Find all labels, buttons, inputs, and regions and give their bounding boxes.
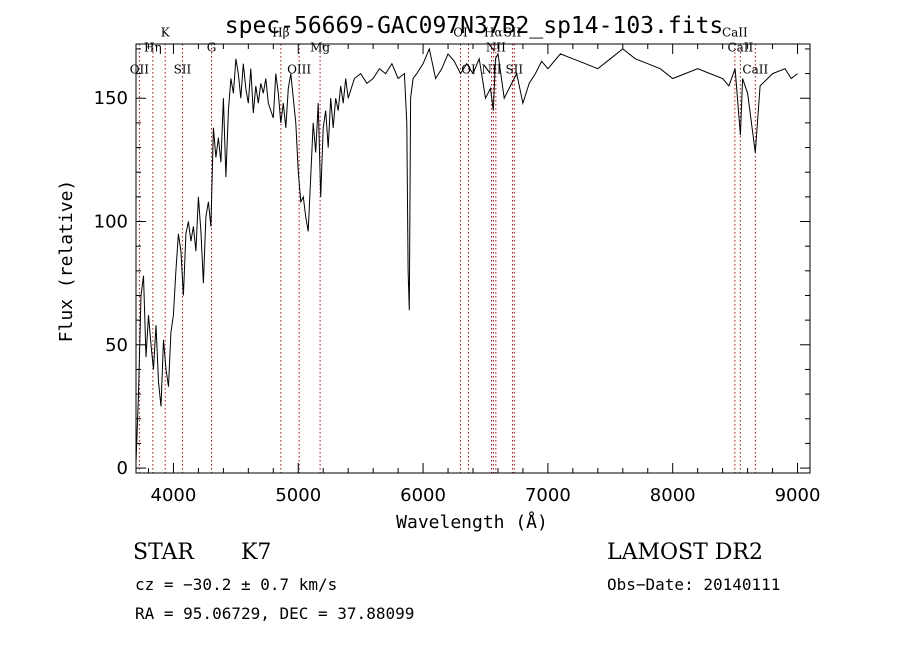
object-class: STAR bbox=[133, 540, 195, 565]
line-marker-label: CaII bbox=[722, 26, 748, 40]
line-marker-label: Hη bbox=[144, 40, 162, 54]
line-marker-label: CaII bbox=[727, 40, 753, 54]
line-marker-label: NII bbox=[481, 63, 501, 77]
line-marker-label: Mg bbox=[310, 40, 330, 54]
x-tick-label: 4000 bbox=[151, 485, 197, 506]
x-tick-label: 5000 bbox=[275, 485, 321, 506]
y-tick-label: 0 bbox=[117, 458, 128, 479]
line-marker-label: SII bbox=[504, 26, 522, 40]
spectrum-line bbox=[135, 47, 798, 464]
line-markers bbox=[138, 44, 756, 473]
coordinates-readout: RA = 95.06729, DEC = 37.88099 bbox=[135, 604, 414, 623]
line-marker-label: OI bbox=[453, 26, 468, 40]
x-tick-label: 6000 bbox=[400, 485, 446, 506]
survey-name: LAMOST DR2 bbox=[607, 540, 763, 565]
line-marker-label: SII bbox=[505, 63, 523, 77]
plot-frame bbox=[135, 43, 811, 474]
line-marker-label: OII bbox=[130, 63, 150, 77]
line-marker-label: K bbox=[161, 26, 171, 40]
line-marker-label: Hα bbox=[484, 26, 503, 40]
line-marker-label: G bbox=[207, 40, 217, 54]
x-tick-label: 9000 bbox=[775, 485, 821, 506]
line-marker-label: Hβ bbox=[272, 26, 289, 40]
y-axis-label: Flux (relative) bbox=[56, 180, 77, 343]
observation-date: Obs−Date: 20140111 bbox=[607, 575, 780, 594]
line-marker-label: CaII bbox=[742, 63, 768, 77]
chart-title: spec-56669-GAC097N37B2_sp14-103.fits bbox=[225, 13, 724, 39]
y-tick-label: 100 bbox=[94, 212, 128, 233]
y-tick-label: 50 bbox=[105, 335, 128, 356]
line-marker-label: OIII bbox=[287, 63, 311, 77]
x-tick-label: 7000 bbox=[525, 485, 571, 506]
y-tick-label: 150 bbox=[94, 88, 128, 109]
line-marker-label: SII bbox=[174, 63, 192, 77]
object-subclass: K7 bbox=[241, 540, 271, 565]
x-axis-label: Wavelength (Å) bbox=[396, 511, 548, 533]
line-marker-label: NII bbox=[486, 40, 506, 54]
y-axis-ticks: 0 50 100 150 bbox=[94, 48, 810, 479]
x-axis-ticks: 4000 5000 6000 7000 8000 9000 bbox=[147, 44, 821, 506]
x-tick-label: 8000 bbox=[650, 485, 696, 506]
redshift-readout: cz = −30.2 ± 0.7 km/s bbox=[135, 575, 337, 594]
